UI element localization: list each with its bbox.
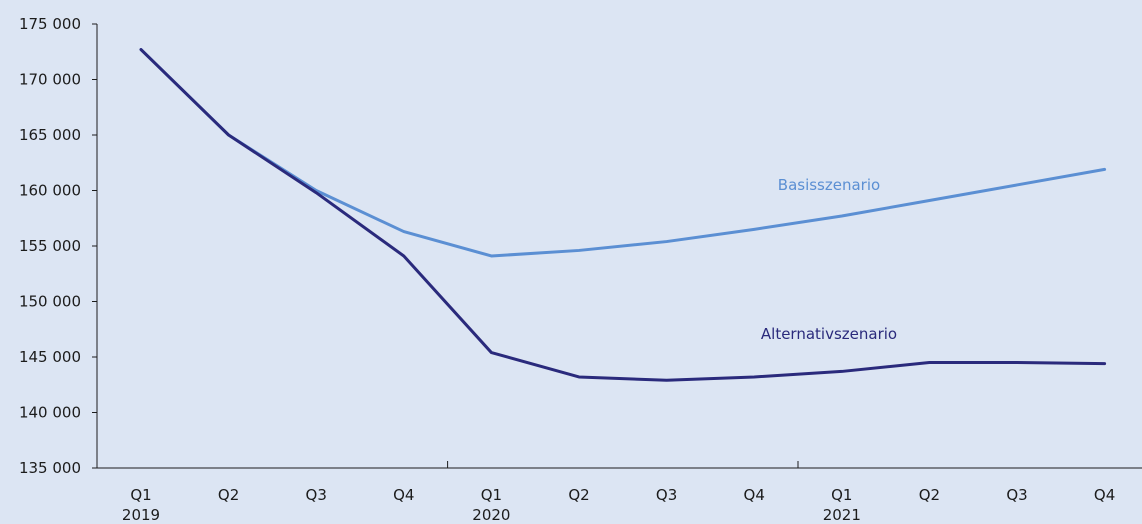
x-tick-label: Q1 [130, 486, 151, 504]
x-tick-label: Q4 [744, 486, 765, 504]
y-tick-label: 150 000 [19, 293, 81, 311]
year-label: 2021 [823, 506, 861, 524]
x-tick-label: Q1 [481, 486, 502, 504]
series-line-basis [139, 48, 1107, 258]
y-tick-label: 145 000 [19, 348, 81, 366]
series-line-alternativ [139, 48, 1107, 382]
series-lines [139, 48, 1107, 382]
series-label-alternativ: Alternativszenario [761, 325, 897, 343]
x-tick-label: Q3 [1006, 486, 1027, 504]
year-label: 2019 [122, 506, 160, 524]
y-tick-label: 165 000 [19, 126, 81, 144]
x-tick-label: Q4 [1094, 486, 1115, 504]
series-labels: Basisszenario Alternativszenario [761, 176, 897, 343]
x-tick-label: Q3 [306, 486, 327, 504]
y-tick-label: 140 000 [19, 404, 81, 422]
y-tick-label: 160 000 [19, 182, 81, 200]
x-tick-label: Q3 [656, 486, 677, 504]
x-tick-label: Q2 [218, 486, 239, 504]
series-label-basis: Basisszenario [778, 176, 880, 194]
y-tick-label: 175 000 [19, 15, 81, 33]
x-tick-label: Q2 [568, 486, 589, 504]
x-tick-label: Q2 [919, 486, 940, 504]
y-tick-label: 170 000 [19, 71, 81, 89]
y-axis-ticks: 135 000 140 000 145 000 150 000 155 000 160 0… [19, 15, 97, 477]
year-label: 2020 [472, 506, 510, 524]
x-tick-label: Q4 [393, 486, 414, 504]
y-tick-label: 155 000 [19, 237, 81, 255]
x-tick-label: Q1 [831, 486, 852, 504]
y-tick-label: 135 000 [19, 459, 81, 477]
x-axis-ticks: Q1 Q2 Q3 Q4 Q1 Q2 Q3 Q4 Q1 Q2 Q3 Q4 2019 2020 2021 [122, 461, 1115, 524]
